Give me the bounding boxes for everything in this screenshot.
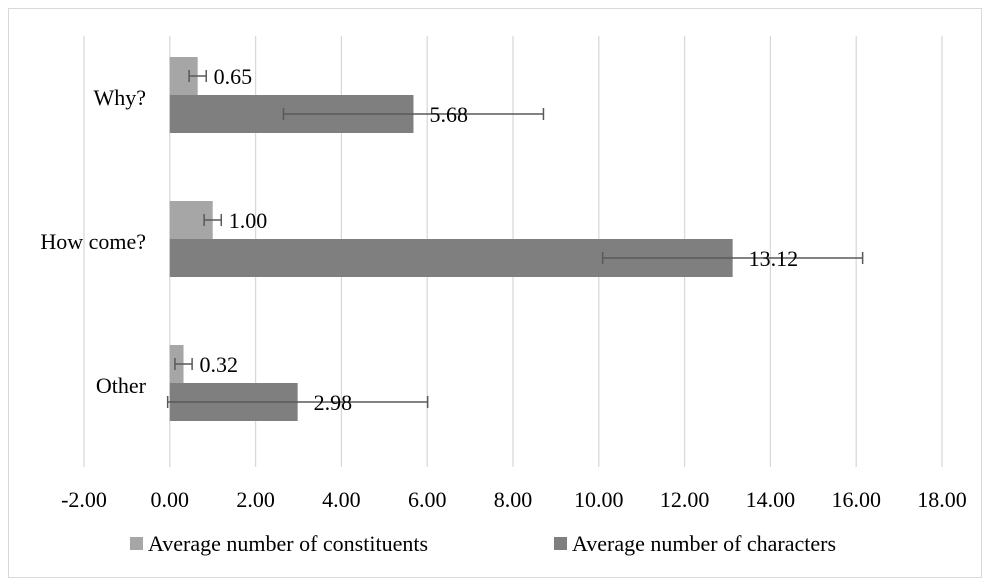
x-tick-label: 18.00: [917, 487, 967, 512]
category-label: How come?: [40, 229, 146, 254]
legend: Average number of constituents Average nu…: [130, 531, 836, 556]
data-label: 13.12: [749, 246, 799, 271]
legend-label: Average number of characters: [572, 531, 836, 556]
category-label: Other: [96, 373, 147, 398]
category-label: Why?: [93, 85, 146, 110]
x-tick-label: 10.00: [574, 487, 624, 512]
data-label: 0.32: [200, 352, 239, 377]
x-tick-label: 0.00: [151, 487, 190, 512]
data-label: 0.65: [214, 64, 253, 89]
data-label: 1.00: [229, 208, 268, 233]
x-axis-tick-labels: -2.00 0.00 2.00 4.00 6.00 8.00 10.00 12.00 14.00…: [61, 487, 967, 512]
x-tick-label: 2.00: [236, 487, 275, 512]
category-labels: Why? How come? Other: [40, 85, 146, 398]
x-tick-label: 4.00: [322, 487, 361, 512]
data-labels: 0.65 5.68 1.00 13.12 0.32 2.98: [200, 64, 799, 415]
data-label: 2.98: [314, 390, 353, 415]
legend-label: Average number of constituents: [148, 531, 428, 556]
x-tick-label: -2.00: [61, 487, 107, 512]
x-tick-label: 8.00: [494, 487, 533, 512]
x-tick-label: 6.00: [408, 487, 447, 512]
x-tick-label: 14.00: [746, 487, 796, 512]
legend-swatch: [554, 537, 567, 550]
x-tick-label: 12.00: [660, 487, 710, 512]
error-bars: [166, 70, 864, 408]
x-tick-label: 16.00: [831, 487, 881, 512]
data-label: 5.68: [429, 102, 468, 127]
legend-swatch: [130, 537, 143, 550]
